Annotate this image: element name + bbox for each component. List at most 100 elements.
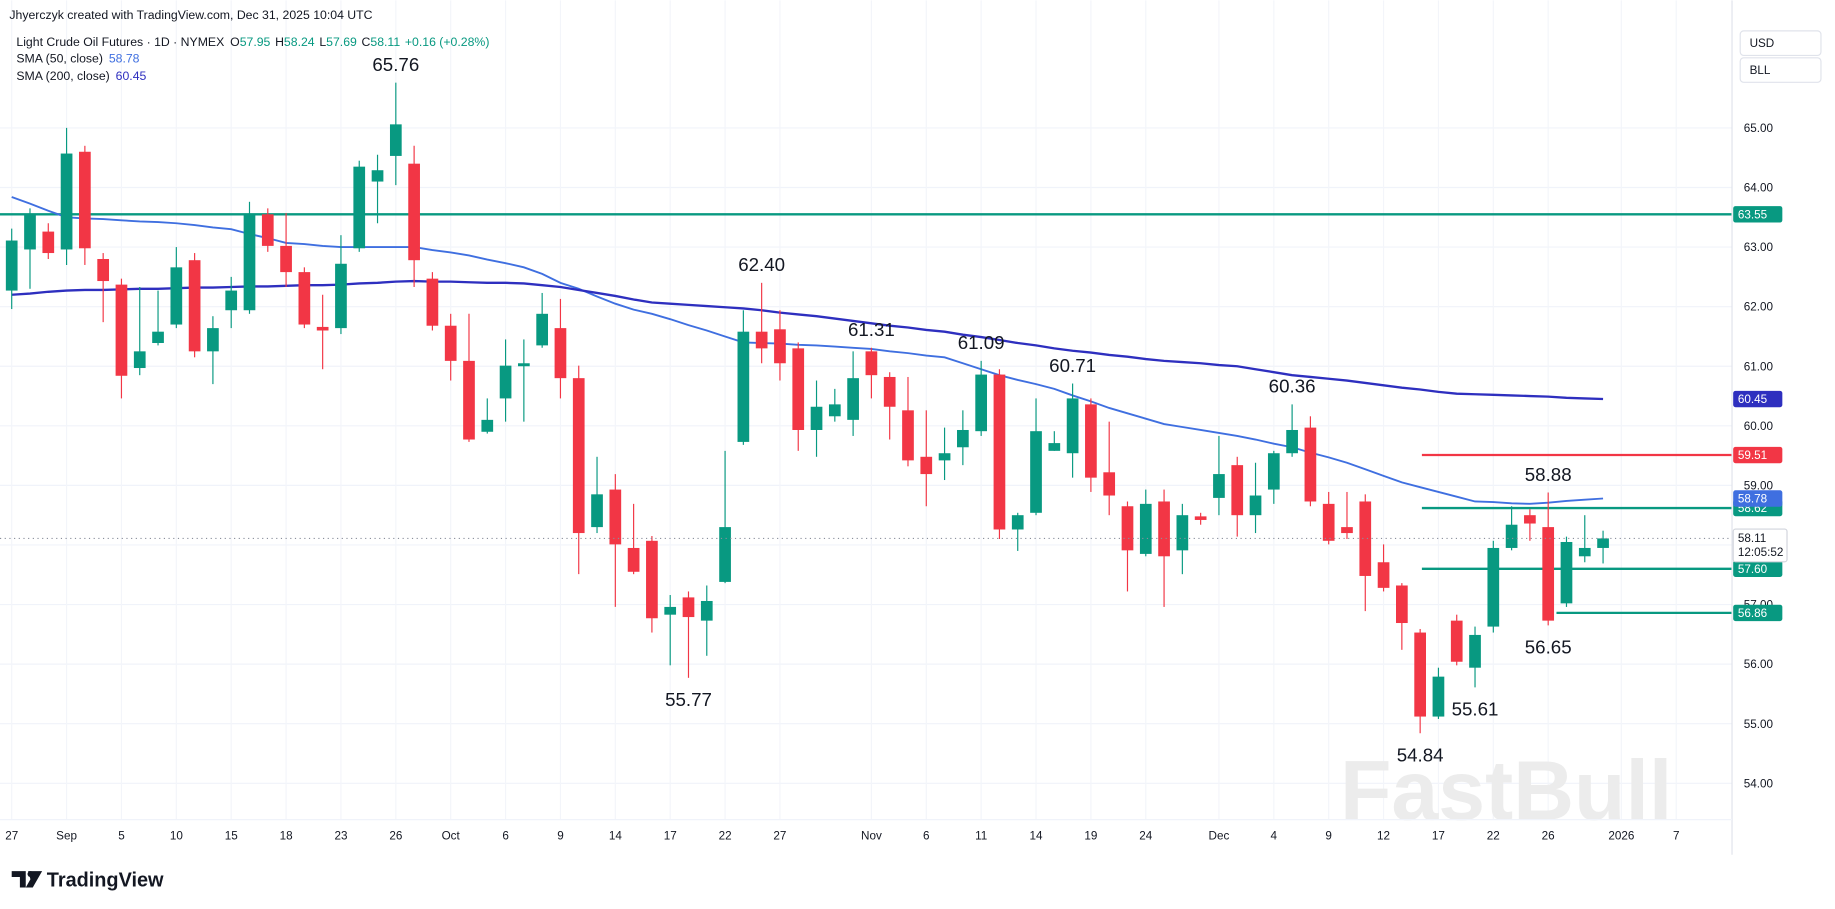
candle-body <box>865 351 878 376</box>
candle-body <box>591 494 603 528</box>
candle-body <box>755 331 768 349</box>
high-label: 65.76 <box>372 54 419 75</box>
level-badge: 63.55 <box>1738 208 1768 221</box>
y-tick-label: 61.00 <box>1744 360 1774 373</box>
candle-body <box>97 258 110 282</box>
candle-body <box>518 363 530 367</box>
candle-body <box>1377 562 1390 588</box>
x-tick-label: Dec <box>1209 830 1230 843</box>
candle-body <box>316 326 329 331</box>
candle-body <box>389 124 402 156</box>
candle-body <box>133 351 146 369</box>
x-tick-label: 22 <box>719 830 732 843</box>
candle-body <box>1578 547 1591 557</box>
unit[interactable]: BLL <box>1750 64 1771 77</box>
sma-line <box>11 196 1604 505</box>
candle-body <box>719 527 731 582</box>
candle-body <box>1396 585 1408 624</box>
candle-body <box>298 272 311 325</box>
sma-badge-bg <box>1733 390 1783 408</box>
x-tick-label: Sep <box>56 830 77 843</box>
candle-body <box>1030 431 1042 513</box>
candle-body <box>664 606 677 615</box>
level-badge-bg <box>1733 560 1783 577</box>
y-tick-label: 62.00 <box>1744 301 1774 314</box>
candle-body <box>444 325 457 361</box>
x-tick-label: 2026 <box>1608 830 1634 843</box>
x-tick-label: 17 <box>1432 830 1445 843</box>
candle-body <box>42 231 55 254</box>
legend-value: 60.45 <box>116 69 147 83</box>
brand-icon <box>11 871 43 888</box>
price-axis: USD BLL 54.0055.0056.0057.0058.0059.0060… <box>1731 0 1835 909</box>
candle-body <box>60 153 73 250</box>
candle-body <box>1450 620 1463 662</box>
x-tick-label: 14 <box>1030 830 1044 843</box>
candle-body <box>1267 453 1280 490</box>
level-badge: 57.60 <box>1738 563 1768 576</box>
candle-body <box>682 597 695 618</box>
candle-body <box>902 410 914 461</box>
candle-body <box>828 404 841 417</box>
candle-body <box>883 376 896 407</box>
x-tick-label: 27 <box>5 830 18 843</box>
candle-body <box>426 278 439 326</box>
sma-badge: 60.45 <box>1738 393 1768 406</box>
candle-body <box>463 360 475 440</box>
brand-logo: TradingView <box>11 869 164 891</box>
candle-body <box>627 547 640 572</box>
watermark: FastBull <box>1340 744 1672 838</box>
candle-body <box>1432 676 1445 717</box>
candle-body <box>1011 515 1024 530</box>
brand: TradingView <box>47 869 164 891</box>
candle-body <box>243 214 256 311</box>
legend-sma: SMA (50, close) 58.78 <box>16 51 139 65</box>
candle-body <box>371 170 384 182</box>
candle-body <box>957 429 969 448</box>
ohlc-value: 58.24 <box>284 35 315 49</box>
candle-body <box>1597 538 1609 548</box>
unit-box[interactable] <box>1739 57 1822 83</box>
candle-body <box>737 331 750 442</box>
candle-body <box>1194 516 1207 520</box>
grid <box>0 0 1733 820</box>
high-label: 60.36 <box>1269 376 1316 397</box>
x-tick-label: 12 <box>1377 830 1390 843</box>
candle-body <box>1560 541 1573 604</box>
sma-line <box>11 279 1604 401</box>
candle-body <box>975 374 988 432</box>
level-badge-bg <box>1733 446 1783 464</box>
currency[interactable]: USD <box>1750 37 1775 50</box>
ohlc-key: L <box>319 35 326 49</box>
y-tick-label: 65.00 <box>1744 122 1774 135</box>
candle-body <box>1121 506 1134 551</box>
candle-body <box>152 331 164 344</box>
x-tick-label: 23 <box>334 830 347 843</box>
legend-value: 58.78 <box>109 51 140 65</box>
legend-name: SMA (50, close) <box>16 51 103 65</box>
level-badge: 59.51 <box>1738 449 1767 462</box>
ohlc-key: H <box>275 35 284 49</box>
candle-body <box>1505 524 1518 548</box>
candle-body <box>572 378 585 534</box>
high-label: 61.31 <box>848 319 895 340</box>
title: Light Crude Oil Futures · 1D · NYMEX <box>16 35 224 49</box>
level-badge: 56.86 <box>1738 607 1767 620</box>
high-label: 62.40 <box>738 254 785 275</box>
candle-body <box>1085 404 1097 478</box>
candle-body <box>24 214 36 250</box>
currency-box[interactable] <box>1739 30 1822 57</box>
candle-body <box>1304 427 1317 502</box>
candle-body <box>408 163 420 261</box>
candle-body <box>1487 547 1500 627</box>
high-label: 61.09 <box>958 332 1005 353</box>
x-tick-label: 9 <box>1325 830 1332 843</box>
candle-body <box>1103 472 1116 496</box>
x-tick-label: 9 <box>557 830 564 843</box>
legend-name: SMA (200, close) <box>16 69 109 83</box>
candle-body <box>700 600 713 621</box>
low-label: 55.77 <box>665 689 712 710</box>
y-tick-label: 60.00 <box>1744 420 1774 433</box>
ohlc-value: 57.95 <box>240 35 271 49</box>
candle-body <box>280 245 292 273</box>
